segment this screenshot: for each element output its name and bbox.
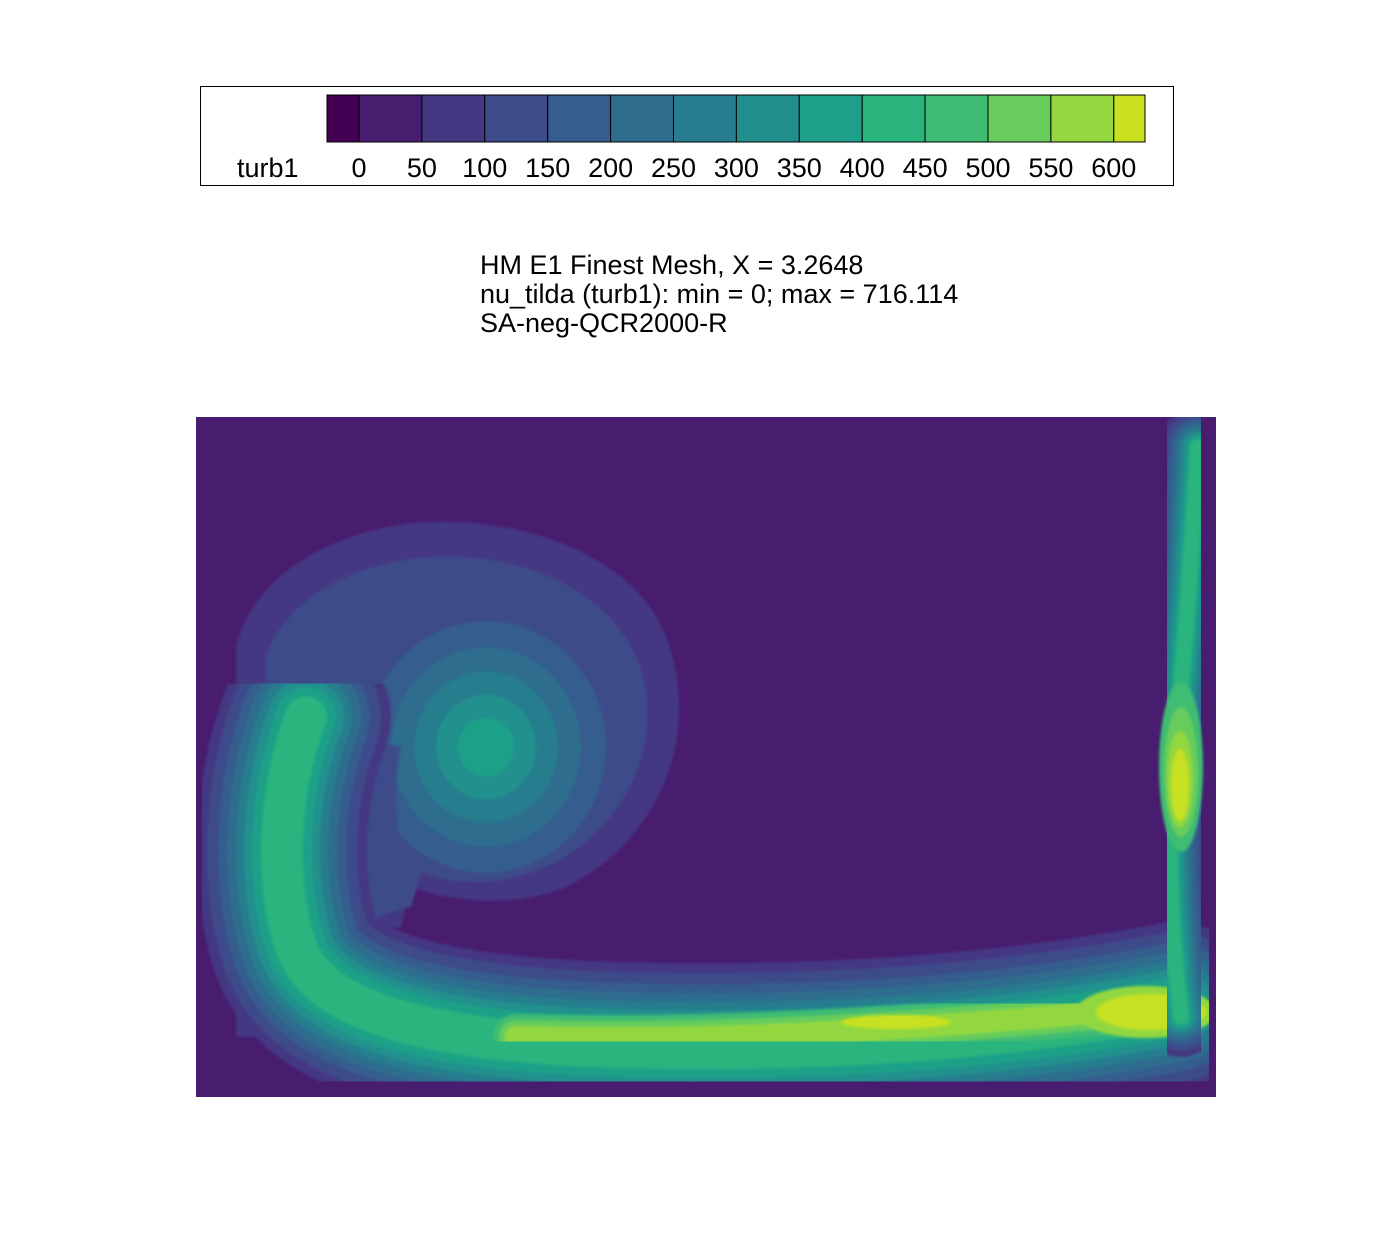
colorbar-swatch-12 <box>1050 94 1115 143</box>
colorbar-swatch-9 <box>861 94 926 143</box>
contour-plot <box>196 417 1216 1097</box>
wake-mid-peak <box>841 1015 951 1029</box>
colorbar-tick-label: 450 <box>902 153 948 183</box>
colorbar-swatch-2 <box>421 94 486 143</box>
vortex-ring-4 <box>458 717 514 777</box>
colorbar-swatch-3 <box>484 94 549 143</box>
legend-variable-label: turb1 <box>237 153 299 183</box>
bottom-boundary-strip <box>196 1089 1216 1097</box>
colorbar-tick-label: 100 <box>462 153 508 183</box>
wall-core-peak <box>1171 749 1189 821</box>
colorbar-tick-label: 400 <box>839 153 885 183</box>
colorbar-tick-label: 600 <box>1091 153 1137 183</box>
colorbar-swatch-7 <box>735 94 800 143</box>
colorbar-tick-label: 50 <box>406 153 437 183</box>
colorbar-swatch-6 <box>673 94 737 143</box>
plot-title-block: HM E1 Finest Mesh, X = 3.2648 nu_tilda (… <box>480 251 958 338</box>
colorbar-tick-label: 150 <box>525 153 571 183</box>
wake-core-layer-2 <box>505 996 1167 1050</box>
colorbar-swatch-8 <box>798 94 863 143</box>
title-line-1: HM E1 Finest Mesh, X = 3.2648 <box>480 250 864 280</box>
colorbar-swatch-13 <box>1113 94 1146 143</box>
left-boundary-strip <box>196 417 202 1097</box>
colorbar-swatch-5 <box>610 94 675 143</box>
colorbar-swatch-11 <box>987 94 1052 143</box>
colorbar-tick-label: 200 <box>588 153 634 183</box>
colorbar-tick-label: 550 <box>1028 153 1074 183</box>
colorbar <box>326 94 1146 143</box>
colorbar-swatch-0 <box>326 94 360 143</box>
colorbar-tick-label: 500 <box>965 153 1011 183</box>
colorbar-tick-label: 250 <box>650 153 697 183</box>
title-line-2: nu_tilda (turb1): min = 0; max = 716.114 <box>480 279 959 309</box>
colorbar-tick-label: 350 <box>776 153 822 183</box>
colorbar-swatch-4 <box>547 94 612 143</box>
colorbar-tick-label: 300 <box>713 153 759 183</box>
colorbar-tick-label: 0 <box>351 153 367 183</box>
colorbar-swatch-1 <box>358 94 423 143</box>
colorbar-swatch-10 <box>924 94 989 143</box>
right-boundary-strip <box>1209 417 1216 1097</box>
title-line-3: SA-neg-QCR2000-R <box>480 308 728 338</box>
colorbar-legend: turb1 0 50 100 150 200 250 300 350 400 450 500 550 6… <box>200 86 1174 186</box>
